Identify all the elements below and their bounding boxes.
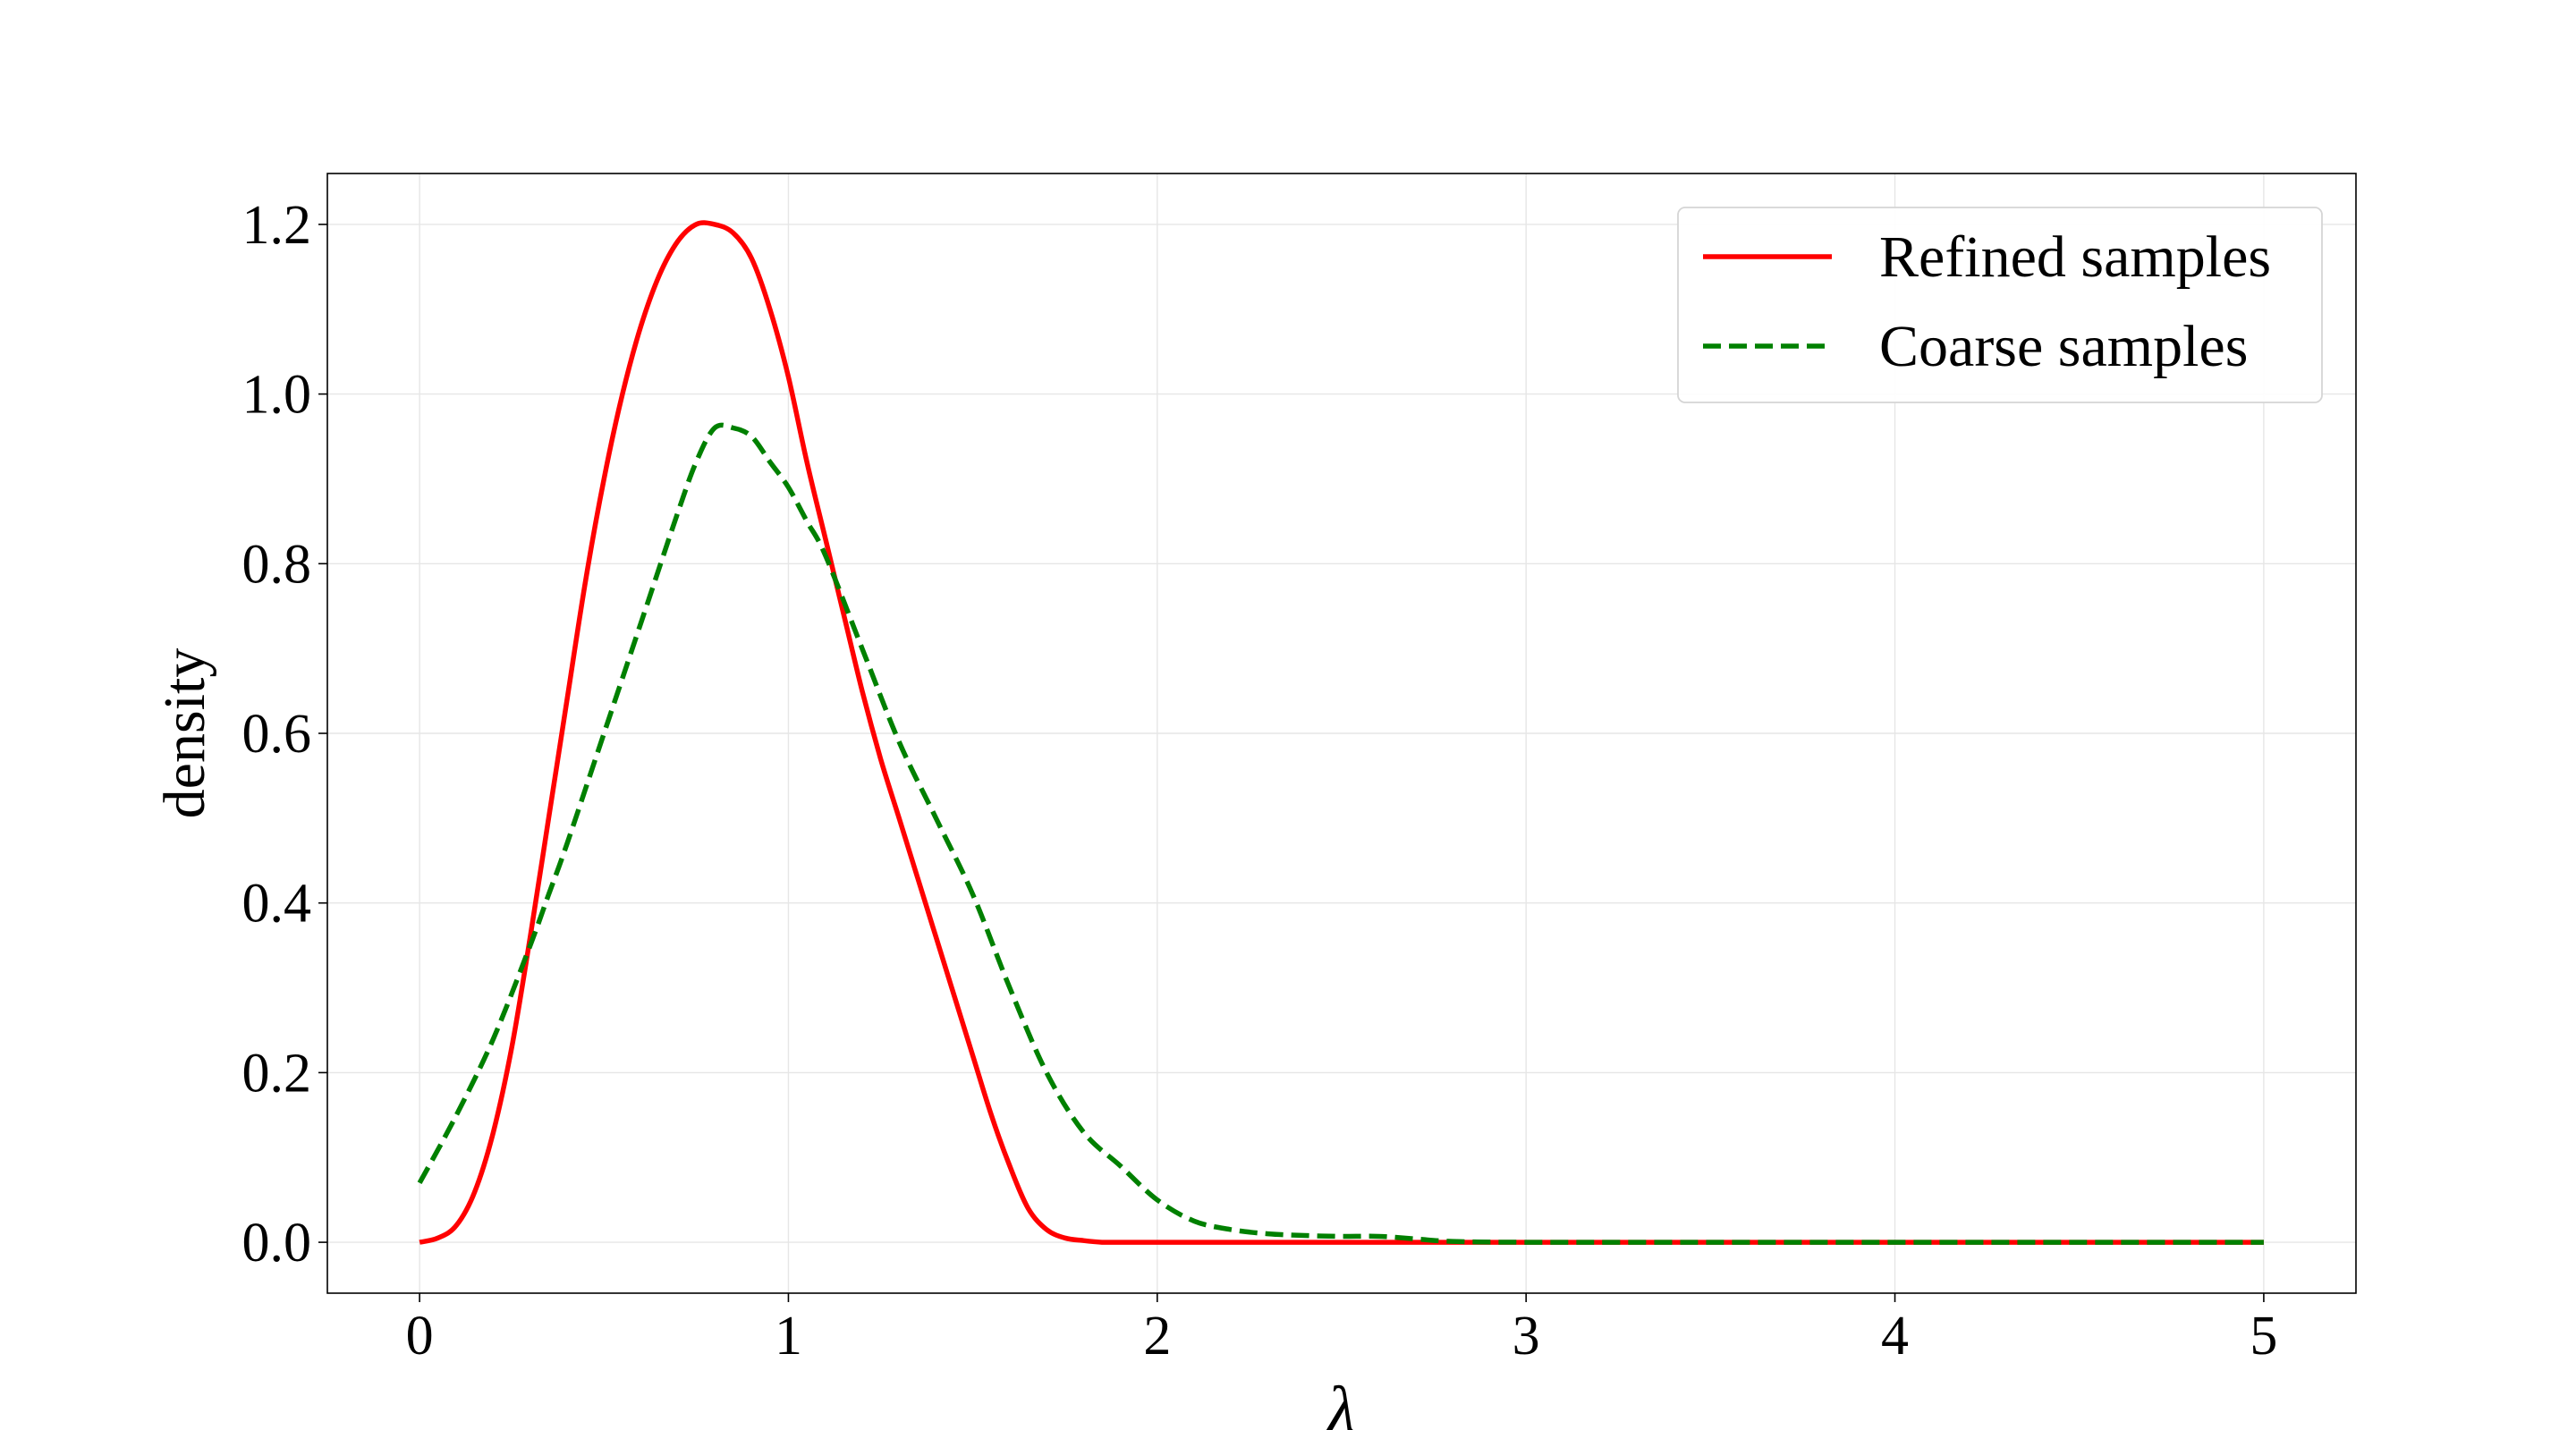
axis-ticks: 0 1 2 3 4 5 0.0 0.2 0.4 0.6 0.8 1.0 1.2 bbox=[242, 195, 2278, 1367]
x-tick-label: 0 bbox=[406, 1306, 434, 1367]
x-tick-label: 3 bbox=[1513, 1306, 1540, 1367]
refined-samples-line bbox=[419, 220, 2264, 1245]
x-tick-label: 1 bbox=[775, 1306, 802, 1367]
y-tick-label: 0.2 bbox=[242, 1043, 312, 1104]
y-tick-label: 1.2 bbox=[242, 195, 312, 256]
legend-box bbox=[1677, 207, 2323, 403]
x-tick-label: 5 bbox=[2250, 1306, 2277, 1367]
legend: Refined samples Coarse samples bbox=[1677, 207, 2323, 403]
x-tick-label: 2 bbox=[1143, 1306, 1171, 1367]
y-axis-label: density bbox=[152, 648, 217, 819]
x-tick-label: 4 bbox=[1881, 1306, 1909, 1367]
legend-label: Refined samples bbox=[1879, 224, 2271, 290]
y-tick-label: 0.6 bbox=[242, 704, 312, 765]
series-lines bbox=[417, 220, 2264, 1245]
y-tick-label: 0.0 bbox=[242, 1213, 312, 1273]
y-tick-label: 1.0 bbox=[242, 365, 312, 426]
legend-label: Coarse samples bbox=[1879, 314, 2248, 379]
y-tick-label: 0.4 bbox=[242, 874, 312, 935]
x-axis-label: λ bbox=[1326, 1374, 1356, 1430]
y-tick-label: 0.8 bbox=[242, 534, 312, 595]
coarse-samples-line bbox=[417, 422, 2264, 1245]
